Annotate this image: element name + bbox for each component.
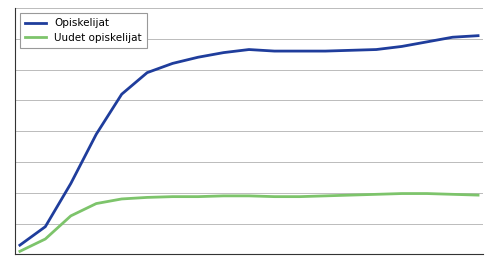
Opiskelijat (424, 40, 430, 43)
Opiskelijat (373, 48, 379, 51)
Opiskelijat (246, 48, 252, 51)
Uudet opiskelijat (246, 194, 252, 197)
Uudet opiskelijat (68, 214, 74, 218)
Uudet opiskelijat (144, 196, 150, 199)
Opiskelijat (93, 133, 99, 136)
Uudet opiskelijat (93, 202, 99, 205)
Opiskelijat (450, 36, 456, 39)
Line: Opiskelijat: Opiskelijat (20, 36, 478, 245)
Uudet opiskelijat (170, 195, 176, 198)
Opiskelijat (475, 34, 481, 37)
Opiskelijat (144, 71, 150, 74)
Opiskelijat (195, 56, 201, 59)
Uudet opiskelijat (399, 192, 405, 195)
Opiskelijat (297, 50, 303, 53)
Uudet opiskelijat (322, 194, 328, 197)
Uudet opiskelijat (373, 193, 379, 196)
Uudet opiskelijat (42, 237, 48, 241)
Uudet opiskelijat (297, 195, 303, 198)
Uudet opiskelijat (220, 194, 226, 197)
Uudet opiskelijat (195, 195, 201, 198)
Uudet opiskelijat (119, 197, 125, 201)
Uudet opiskelijat (348, 193, 354, 197)
Legend: Opiskelijat, Uudet opiskelijat: Opiskelijat, Uudet opiskelijat (20, 13, 147, 48)
Uudet opiskelijat (424, 192, 430, 195)
Line: Uudet opiskelijat: Uudet opiskelijat (20, 193, 478, 251)
Uudet opiskelijat (450, 193, 456, 196)
Opiskelijat (68, 182, 74, 185)
Uudet opiskelijat (17, 250, 23, 253)
Opiskelijat (272, 50, 278, 53)
Uudet opiskelijat (475, 193, 481, 197)
Opiskelijat (348, 49, 354, 52)
Opiskelijat (17, 244, 23, 247)
Opiskelijat (119, 92, 125, 96)
Opiskelijat (220, 51, 226, 54)
Uudet opiskelijat (272, 195, 278, 198)
Opiskelijat (322, 50, 328, 53)
Opiskelijat (170, 62, 176, 65)
Opiskelijat (42, 225, 48, 228)
Opiskelijat (399, 45, 405, 48)
